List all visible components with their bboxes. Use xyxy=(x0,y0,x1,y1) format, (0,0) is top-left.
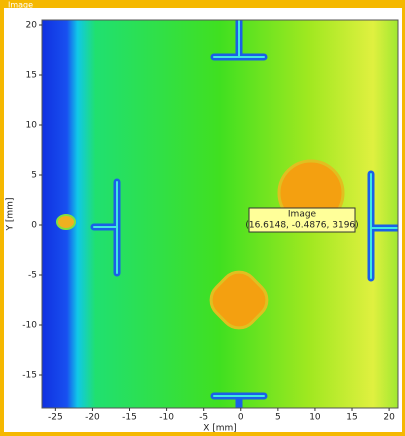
x-tick-label: 10 xyxy=(309,413,321,423)
y-tick-label: -10 xyxy=(22,321,37,331)
y-tick-label: 15 xyxy=(26,71,37,81)
y-tick-label: 0 xyxy=(31,221,37,231)
panel-title: Image xyxy=(8,1,33,10)
x-tick-label: 0 xyxy=(238,413,244,423)
tooltip: Image (16.6148, -0.4876, 3196) xyxy=(245,208,358,232)
x-tick-label: -5 xyxy=(199,413,208,423)
x-tick-label: 5 xyxy=(275,413,281,423)
x-tick-label: -20 xyxy=(85,413,100,423)
x-tick-label: 15 xyxy=(346,413,357,423)
y-tick-label: -15 xyxy=(22,371,37,381)
y-axis-label: Y [mm] xyxy=(6,198,16,232)
x-tick-label: -15 xyxy=(122,413,137,423)
x-tick-label: -10 xyxy=(159,413,174,423)
x-axis-label: X [mm] xyxy=(203,424,237,433)
y-tick-label: 5 xyxy=(31,171,37,181)
y-tick-label: 20 xyxy=(26,21,38,31)
x-tick-label: -25 xyxy=(48,413,63,423)
image-panel: Image -25 -20 -15 -10 -5 0 5 10 15 20 -15 -10 -5 0 5 10… xyxy=(0,0,405,432)
tooltip-title: Image xyxy=(288,210,317,220)
tooltip-text: (16.6148, -0.4876, 3196) xyxy=(245,221,358,231)
y-tick-label: -5 xyxy=(28,271,37,281)
y-tick-label: 10 xyxy=(26,121,38,131)
x-tick-label: 20 xyxy=(383,413,395,423)
